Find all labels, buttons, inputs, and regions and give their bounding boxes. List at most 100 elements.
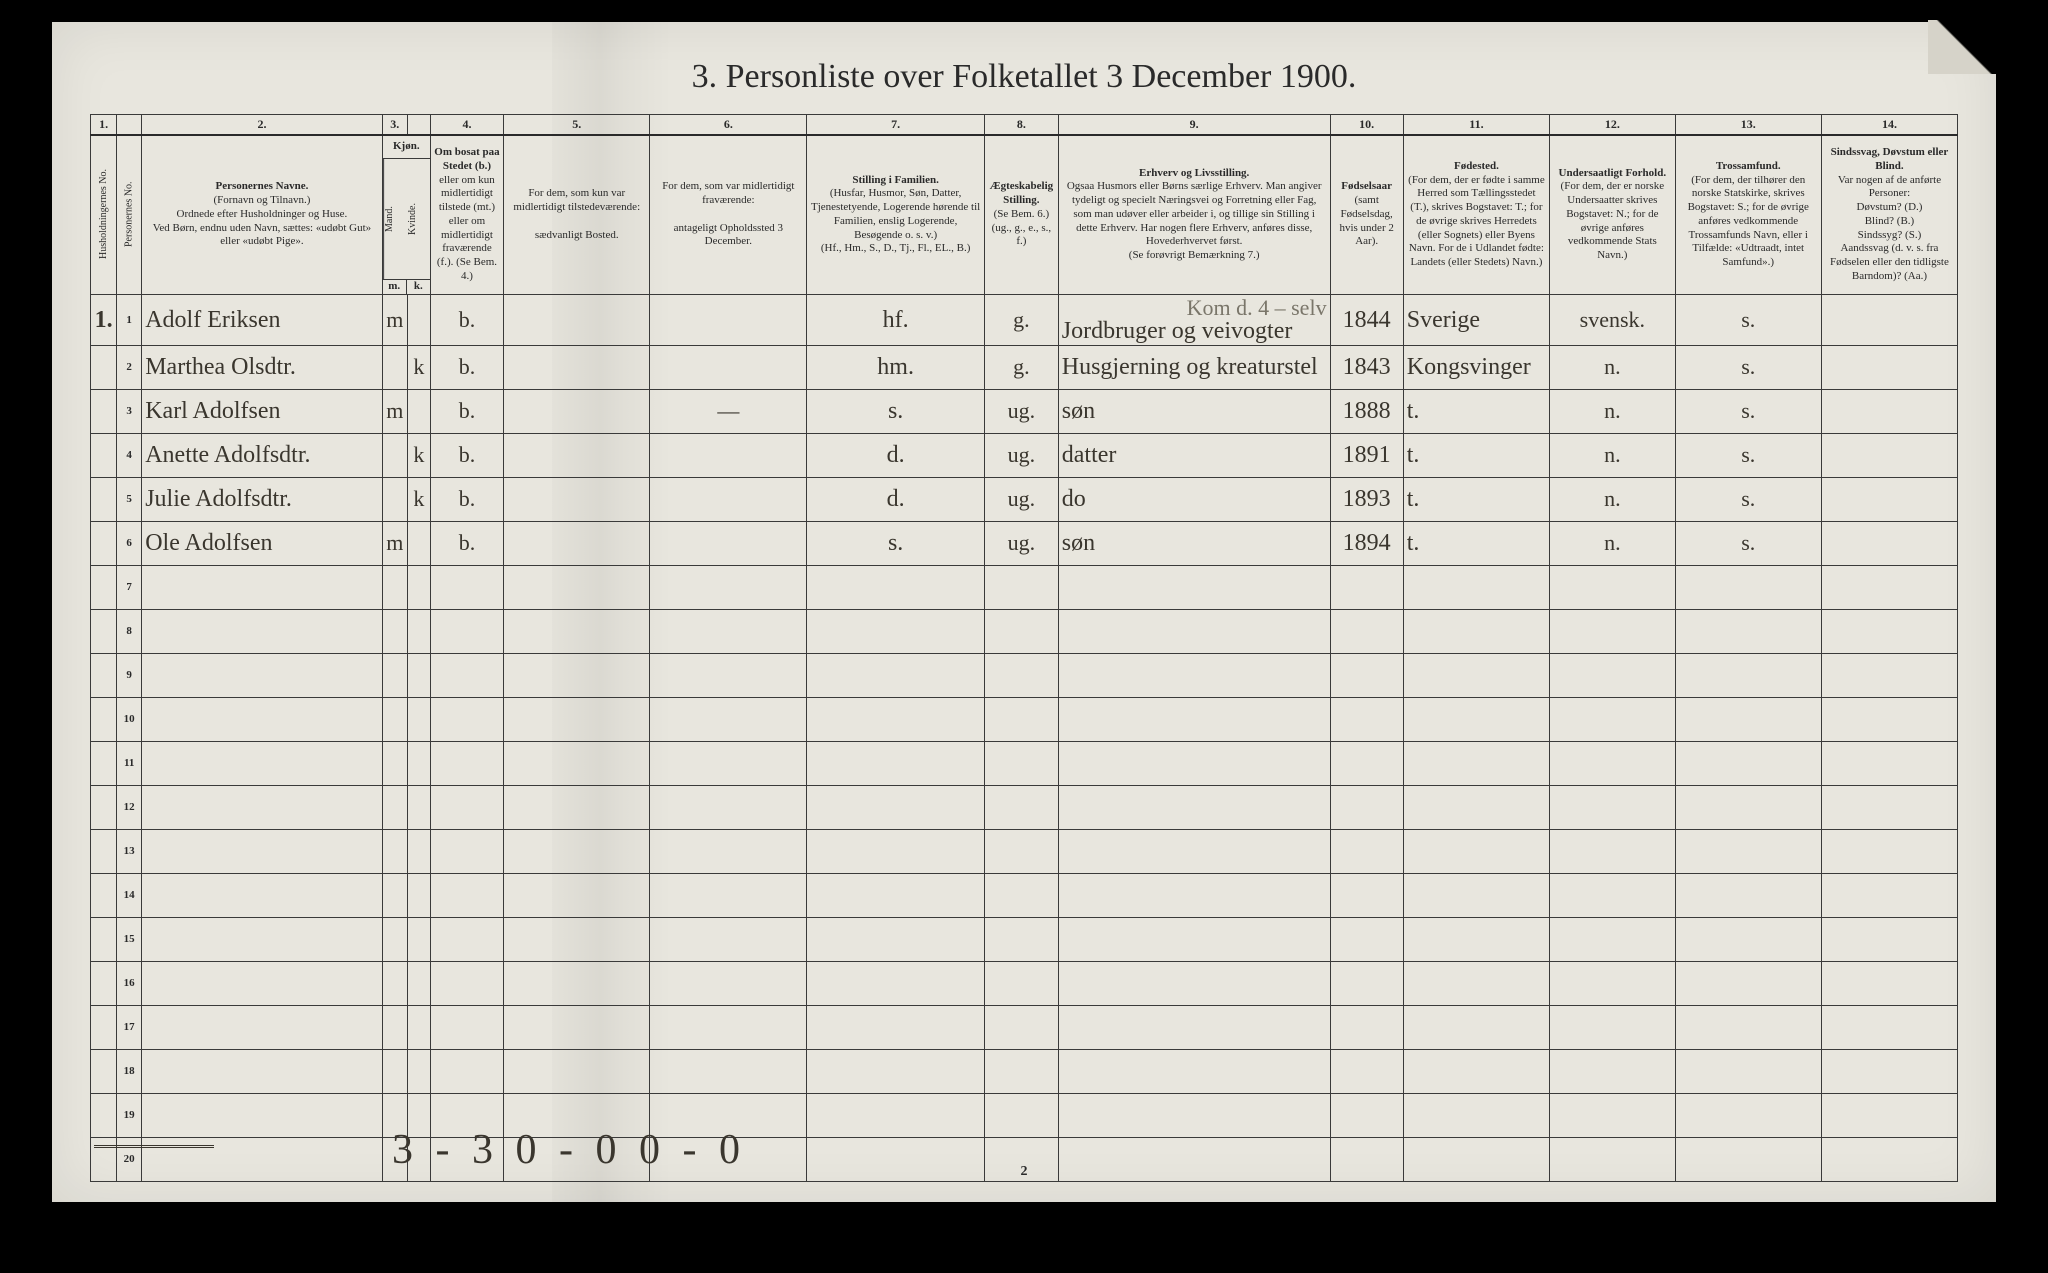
cell: g.: [984, 294, 1058, 345]
cell: [142, 961, 382, 1005]
cell: [142, 917, 382, 961]
cell: [1675, 609, 1821, 653]
table-row: 14: [91, 873, 1958, 917]
cell: [430, 653, 503, 697]
cell: [91, 741, 117, 785]
cell: [91, 521, 117, 565]
cell: [382, 1005, 407, 1049]
cell: 12: [117, 785, 142, 829]
cell: [407, 697, 430, 741]
cell: Kongsvinger: [1403, 345, 1549, 389]
cell: [1330, 653, 1403, 697]
header-occupation: Erhverv og Livsstilling.Ogsaa Husmors el…: [1058, 135, 1330, 294]
cell: [504, 697, 650, 741]
cell: b.: [430, 433, 503, 477]
cell: [382, 345, 407, 389]
cell: [382, 917, 407, 961]
cell: [984, 741, 1058, 785]
cell: [1550, 961, 1675, 1005]
cell: [382, 609, 407, 653]
cell: 1894: [1330, 521, 1403, 565]
cell: [1403, 1093, 1549, 1137]
cell: [807, 565, 985, 609]
cell: [142, 1005, 382, 1049]
cell: [1550, 785, 1675, 829]
cell: 1891: [1330, 433, 1403, 477]
header-religion: Trossamfund.(For dem, der tilhører den n…: [1675, 135, 1821, 294]
cell: 11: [117, 741, 142, 785]
cell: 1: [117, 294, 142, 345]
cell: [807, 653, 985, 697]
cell: [91, 829, 117, 873]
cell: [650, 433, 807, 477]
cell: [1403, 961, 1549, 1005]
header-nationality: Undersaatligt Forhold.(For dem, der er n…: [1550, 135, 1675, 294]
cell: [1330, 785, 1403, 829]
cell: [91, 917, 117, 961]
cell: [1550, 653, 1675, 697]
cell: [1821, 697, 1957, 741]
cell: Kom d. 4 – selvJordbruger og veivogter: [1058, 294, 1330, 345]
cell: [650, 521, 807, 565]
cell: [91, 609, 117, 653]
cell: [807, 961, 985, 1005]
cell: [1675, 565, 1821, 609]
cell: [650, 1005, 807, 1049]
cell: 16: [117, 961, 142, 1005]
cell: do: [1058, 477, 1330, 521]
table-row: 16: [91, 961, 1958, 1005]
cell: d.: [807, 477, 985, 521]
cell: s.: [1675, 389, 1821, 433]
cell: [650, 294, 807, 345]
cell: [807, 873, 985, 917]
cell: [382, 873, 407, 917]
cell: [1821, 829, 1957, 873]
cell: [91, 565, 117, 609]
cell: [984, 785, 1058, 829]
cell: [984, 829, 1058, 873]
cell: [807, 1093, 985, 1137]
cell: [1550, 697, 1675, 741]
cell: 5: [117, 477, 142, 521]
cell: [504, 1005, 650, 1049]
header-birthyear: Fødselsaar(samt Fødselsdag, hvis under 2…: [1330, 135, 1403, 294]
cell: [91, 345, 117, 389]
colnum-2: 2.: [142, 115, 382, 136]
cell: 13: [117, 829, 142, 873]
cell: s.: [1675, 433, 1821, 477]
cell: ug.: [984, 389, 1058, 433]
cell: k: [407, 477, 430, 521]
colnum-9: 9.: [1058, 115, 1330, 136]
cell: Anette Adolfsdtr.: [142, 433, 382, 477]
cell: [1675, 653, 1821, 697]
cell: [142, 741, 382, 785]
cell: [91, 697, 117, 741]
cell: t.: [1403, 521, 1549, 565]
cell: [807, 609, 985, 653]
cell: [1403, 609, 1549, 653]
cell: [984, 565, 1058, 609]
cell: [1675, 785, 1821, 829]
cell: [1821, 1049, 1957, 1093]
cell: hf.: [807, 294, 985, 345]
colnum-3b: [407, 115, 430, 136]
cell: [382, 961, 407, 1005]
cell: [1550, 565, 1675, 609]
cell: [984, 1093, 1058, 1137]
cell: [1675, 1137, 1821, 1181]
cell: [142, 697, 382, 741]
cell: m: [382, 521, 407, 565]
cell: [504, 294, 650, 345]
cell: [504, 433, 650, 477]
cell: [1675, 917, 1821, 961]
table-row: 7: [91, 565, 1958, 609]
table-row: 2Marthea Olsdtr.kb.hm.g.Husgjerning og k…: [91, 345, 1958, 389]
cell: s.: [1675, 521, 1821, 565]
table-row: 9: [91, 653, 1958, 697]
cell: 18: [117, 1049, 142, 1093]
cell: [1058, 785, 1330, 829]
cell: [1550, 1093, 1675, 1137]
cell: [650, 1049, 807, 1093]
table-row: 8: [91, 609, 1958, 653]
header-temp-present: For dem, som kun var midlertidigt tilste…: [504, 135, 650, 294]
